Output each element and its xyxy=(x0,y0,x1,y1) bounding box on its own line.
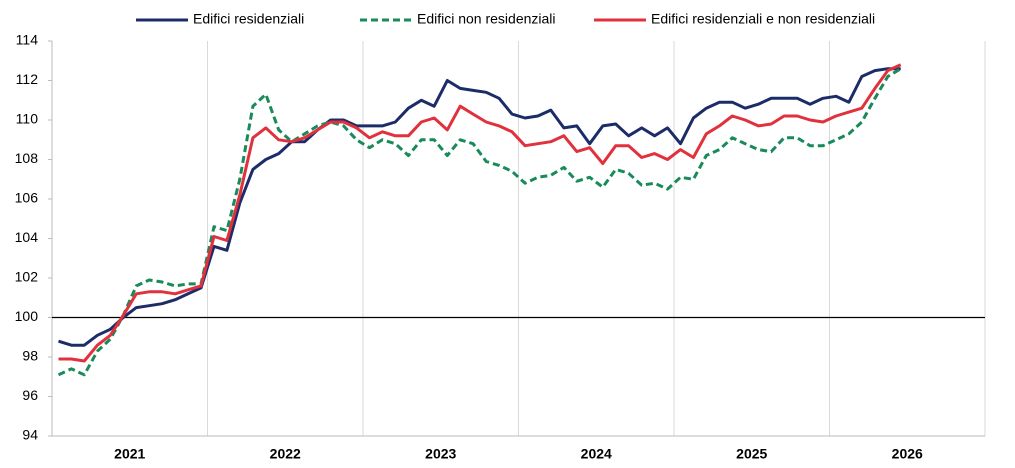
y-tick-label: 100 xyxy=(15,308,39,324)
x-tick-label: 2023 xyxy=(425,446,456,462)
x-tick-label: 2026 xyxy=(892,446,923,462)
x-tick-label: 2021 xyxy=(114,446,145,462)
data-line xyxy=(57,67,902,377)
y-tick-label: 112 xyxy=(16,71,39,87)
y-tick-label: 98 xyxy=(22,348,38,364)
x-tick-label: 2025 xyxy=(736,446,767,462)
legend-label: Edifici residenziali e non residenziali xyxy=(651,11,875,27)
y-tick-label: 96 xyxy=(22,387,38,403)
data-line xyxy=(58,67,901,347)
y-tick-label: 108 xyxy=(15,150,39,166)
legend-label: Edifici residenziali xyxy=(193,11,304,27)
y-tick-label: 94 xyxy=(22,427,38,443)
y-tick-label: 102 xyxy=(15,269,39,285)
y-tick-label: 110 xyxy=(16,111,39,127)
y-tick-label: 114 xyxy=(16,32,39,48)
x-tick-label: 2022 xyxy=(270,446,301,462)
y-tick-label: 106 xyxy=(15,190,39,206)
y-tick-label: 104 xyxy=(15,229,39,245)
x-tick-label: 2024 xyxy=(581,446,612,462)
legend-label: Edifici non residenziali xyxy=(417,11,556,27)
data-line xyxy=(58,63,902,363)
